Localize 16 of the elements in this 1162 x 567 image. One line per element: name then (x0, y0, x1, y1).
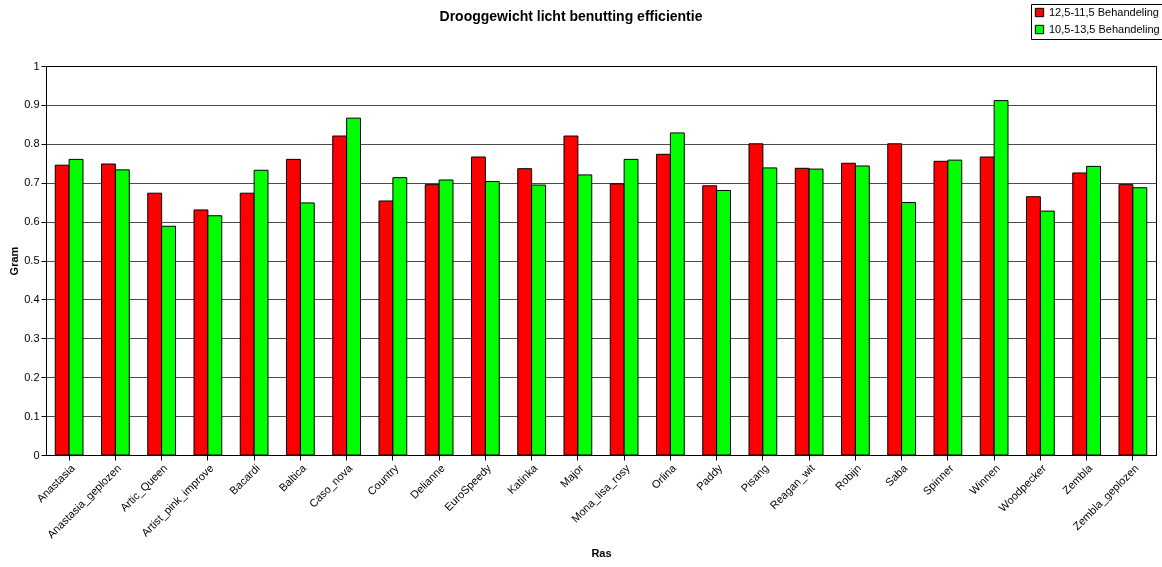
legend-label: 10,5-13,5 Behandeling (1049, 22, 1160, 35)
y-tick-label: 0.8 (24, 137, 40, 150)
legend-label: 12,5-11,5 Behandeling (1049, 5, 1159, 18)
y-tick-label: 1 (33, 59, 40, 72)
y-tick-label: 0.3 (24, 331, 40, 344)
y-tick-label: 0.5 (24, 254, 40, 266)
y-axis-title: Gram (8, 246, 21, 276)
y-tick-label: 0.4 (24, 292, 40, 305)
chart-title: Drooggewicht licht benutting efficientie (439, 8, 703, 24)
y-tick-label: 0.9 (24, 98, 40, 111)
y-tick-label: 0.2 (24, 370, 40, 383)
y-tick-label: 0.6 (24, 215, 40, 228)
x-axis-title: Ras (591, 547, 612, 560)
y-tick-label: 0.7 (24, 176, 40, 189)
y-tick-label: 0 (33, 448, 40, 461)
y-tick-label: 0.1 (24, 409, 40, 422)
